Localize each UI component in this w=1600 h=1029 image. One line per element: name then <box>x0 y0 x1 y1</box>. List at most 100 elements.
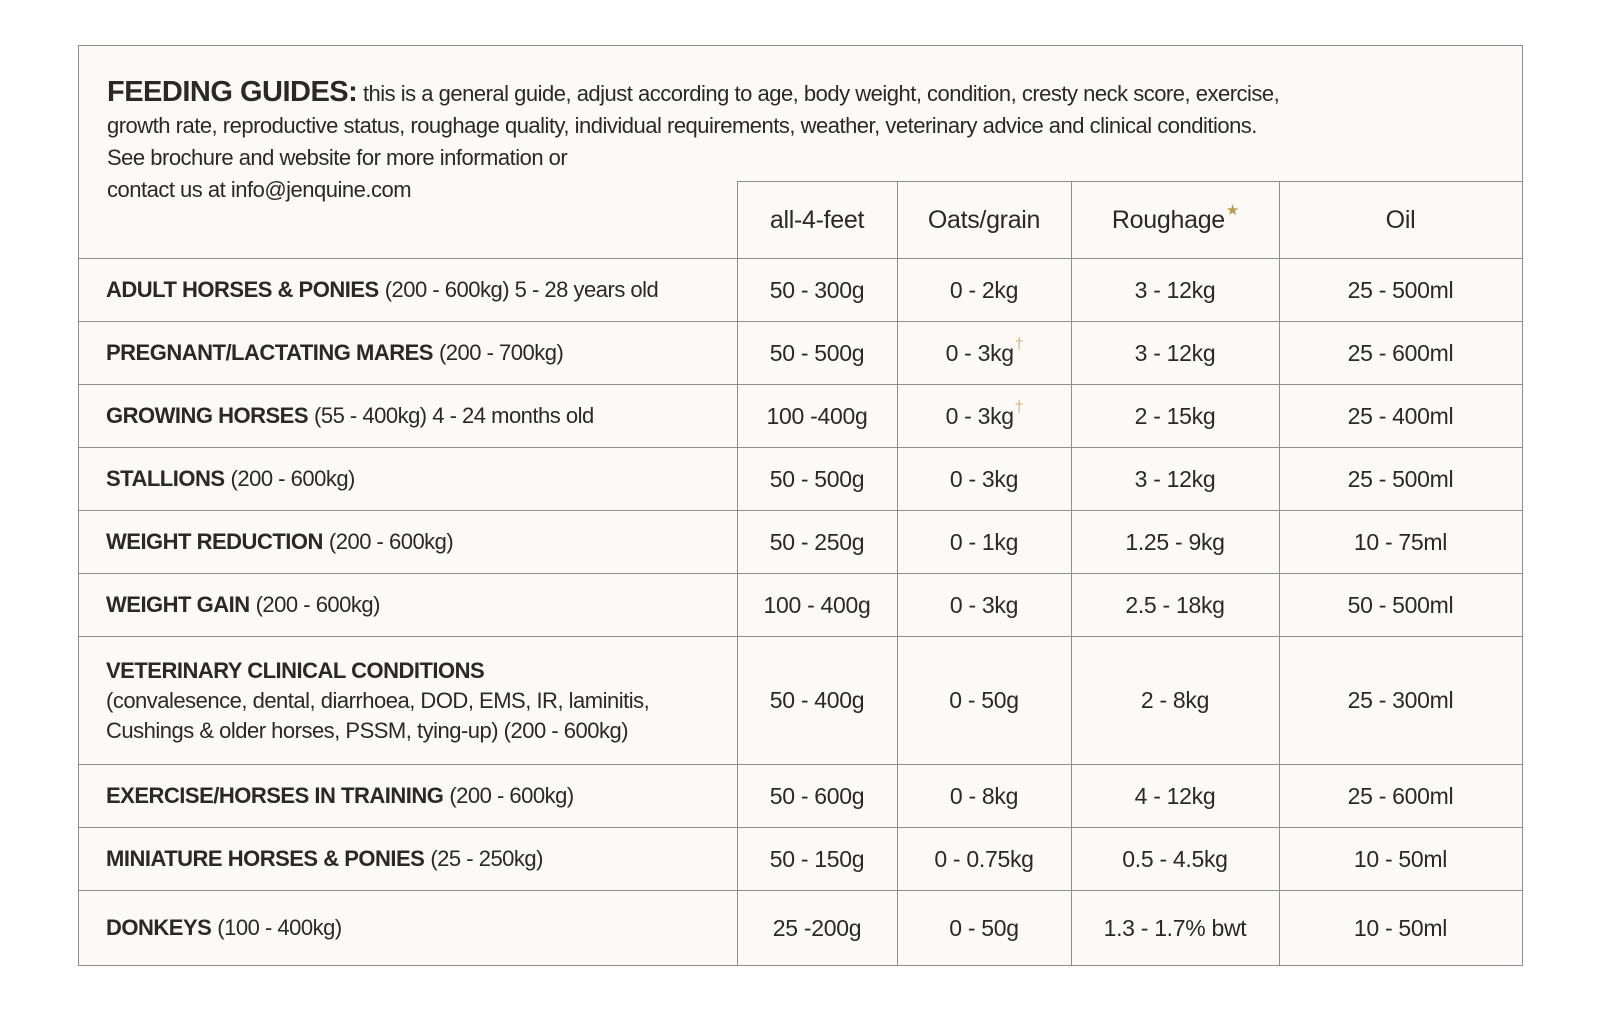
cell-value: 10 - 75ml <box>1353 528 1448 555</box>
cell-oats-grain: 0 - 50g <box>897 891 1071 965</box>
row-detail: (200 - 600kg) <box>328 529 454 554</box>
cell-oil: 10 - 50ml <box>1279 891 1522 965</box>
cell-value: 25 -200g <box>772 914 862 941</box>
cell-value: 50 - 600g <box>769 782 865 809</box>
cell-value: 3 - 12kg <box>1134 465 1216 492</box>
cell-value: 0 - 8kg <box>949 782 1019 809</box>
page-title: FEEDING GUIDES: <box>107 76 358 108</box>
cell-oil: 10 - 75ml <box>1279 511 1522 573</box>
row-label: PREGNANT/LACTATING MARES (200 - 700kg) <box>79 322 737 384</box>
cell-oats-grain: 0 - 3kg <box>897 574 1071 636</box>
row-category: STALLIONS <box>106 466 225 491</box>
row-category: ADULT HORSES & PONIES <box>106 277 379 302</box>
cell-roughage: 1.3 - 1.7% bwt <box>1071 891 1279 965</box>
table-row-stallions: STALLIONS (200 - 600kg) 50 - 500g 0 - 3k… <box>79 447 1522 510</box>
intro-text-3: See brochure and website for more inform… <box>107 145 568 170</box>
cell-all-4-feet: 50 - 400g <box>737 637 897 764</box>
cell-value: 25 - 500ml <box>1347 276 1454 303</box>
cell-oil: 50 - 500ml <box>1279 574 1522 636</box>
cell-value: 0 - 0.75kg <box>934 845 1034 872</box>
row-detail: (200 - 600kg) <box>255 592 381 617</box>
row-category: VETERINARY CLINICAL CONDITIONS <box>106 657 485 683</box>
cell-value: 50 - 300g <box>769 276 865 303</box>
cell-roughage: 2 - 15kg <box>1071 385 1279 447</box>
cell-value: 0 - 50g <box>949 687 1019 713</box>
row-label: GROWING HORSES (55 - 400kg) 4 - 24 month… <box>79 385 737 447</box>
cell-oil: 10 - 50ml <box>1279 828 1522 890</box>
cell-oats-grain: 0 - 3kg † <box>897 385 1071 447</box>
cell-roughage: 2.5 - 18kg <box>1071 574 1279 636</box>
row-detail: (200 - 600kg) <box>230 466 356 491</box>
cell-roughage: 3 - 12kg <box>1071 448 1279 510</box>
row-label: EXERCISE/HORSES IN TRAINING (200 - 600kg… <box>79 765 737 827</box>
row-category: GROWING HORSES <box>106 403 309 428</box>
cell-value: 2.5 - 18kg <box>1125 591 1225 618</box>
cell-oil: 25 - 400ml <box>1279 385 1522 447</box>
table-row-donkeys: DONKEYS (100 - 400kg) 25 -200g 0 - 50g 1… <box>79 890 1522 965</box>
cell-value: 25 - 500ml <box>1347 465 1454 492</box>
cell-roughage: 1.25 - 9kg <box>1071 511 1279 573</box>
cell-value: 50 - 400g <box>769 687 865 713</box>
cell-roughage: 3 - 12kg <box>1071 322 1279 384</box>
column-header-oats-grain: Oats/grain <box>897 182 1071 258</box>
cell-all-4-feet: 50 - 500g <box>737 322 897 384</box>
row-detail: (100 - 400kg) <box>217 915 342 940</box>
cell-value: 0 - 3kg <box>945 339 1015 366</box>
feeding-guide-panel: FEEDING GUIDES: this is a general guide,… <box>78 45 1523 966</box>
cell-oats-grain: 0 - 0.75kg <box>897 828 1071 890</box>
cell-oil: 25 - 300ml <box>1279 637 1522 764</box>
row-label: WEIGHT GAIN (200 - 600kg) <box>79 574 737 636</box>
cell-oats-grain: 0 - 8kg <box>897 765 1071 827</box>
cell-value: 3 - 12kg <box>1134 339 1216 366</box>
cell-value: 0 - 3kg <box>949 465 1019 492</box>
row-label: VETERINARY CLINICAL CONDITIONS (convales… <box>79 637 737 764</box>
cell-roughage: 4 - 12kg <box>1071 765 1279 827</box>
cell-oats-grain: 0 - 1kg <box>897 511 1071 573</box>
feeding-guides-intro: FEEDING GUIDES: this is a general guide,… <box>107 76 1507 206</box>
cell-value: 100 -400g <box>766 402 868 429</box>
row-category: WEIGHT GAIN <box>106 592 250 617</box>
cell-all-4-feet: 50 - 300g <box>737 259 897 321</box>
row-detail: (25 - 250kg) <box>430 846 543 871</box>
row-detail: (55 - 400kg) 4 - 24 months old <box>314 403 594 428</box>
cell-oil: 25 - 600ml <box>1279 765 1522 827</box>
cell-value: 0 - 3kg <box>949 591 1019 618</box>
cell-value: 50 - 500g <box>769 465 865 492</box>
row-category: WEIGHT REDUCTION <box>106 529 323 554</box>
cell-value: 10 - 50ml <box>1353 845 1448 872</box>
table-row-miniature-horses: MINIATURE HORSES & PONIES (25 - 250kg) 5… <box>79 827 1522 890</box>
cell-all-4-feet: 50 - 600g <box>737 765 897 827</box>
column-header-all-4-feet: all-4-feet <box>737 182 897 258</box>
cell-value: 50 - 500ml <box>1347 591 1454 618</box>
table-row-weight-reduction: WEIGHT REDUCTION (200 - 600kg) 50 - 250g… <box>79 510 1522 573</box>
column-label: Oil <box>1385 205 1416 234</box>
column-header-roughage: Roughage ★ <box>1071 182 1279 258</box>
row-label: ADULT HORSES & PONIES (200 - 600kg) 5 - … <box>79 259 737 321</box>
cell-value: 4 - 12kg <box>1134 782 1216 809</box>
row-detail-line-1: (convalesence, dental, diarrhoea, DOD, E… <box>106 687 650 713</box>
table-row-veterinary-clinical: VETERINARY CLINICAL CONDITIONS (convales… <box>79 636 1522 764</box>
cell-oats-grain: 0 - 2kg <box>897 259 1071 321</box>
row-detail: (200 - 600kg) <box>449 783 574 808</box>
cell-value: 2 - 15kg <box>1134 402 1216 429</box>
cell-value: 1.25 - 9kg <box>1125 528 1225 555</box>
cell-oil: 25 - 500ml <box>1279 259 1522 321</box>
cell-value: 0 - 3kg <box>945 402 1015 429</box>
cell-value: 1.3 - 1.7% bwt <box>1103 914 1247 941</box>
table-row-pregnant-mares: PREGNANT/LACTATING MARES (200 - 700kg) 5… <box>79 321 1522 384</box>
cell-value: 25 - 600ml <box>1347 339 1454 366</box>
cell-value: 10 - 50ml <box>1353 914 1448 941</box>
table-row-exercise-training: EXERCISE/HORSES IN TRAINING (200 - 600kg… <box>79 764 1522 827</box>
cell-oats-grain: 0 - 50g <box>897 637 1071 764</box>
cell-oats-grain: 0 - 3kg † <box>897 322 1071 384</box>
cell-oats-grain: 0 - 3kg <box>897 448 1071 510</box>
cell-value: 0 - 50g <box>949 914 1019 941</box>
cell-all-4-feet: 50 - 500g <box>737 448 897 510</box>
cell-value: 50 - 150g <box>769 845 865 872</box>
row-category: DONKEYS <box>106 915 212 940</box>
cell-all-4-feet: 50 - 150g <box>737 828 897 890</box>
cell-value: 100 - 400g <box>763 591 871 618</box>
cell-value: 25 - 400ml <box>1347 402 1454 429</box>
cell-roughage: 2 - 8kg <box>1071 637 1279 764</box>
cell-roughage: 3 - 12kg <box>1071 259 1279 321</box>
